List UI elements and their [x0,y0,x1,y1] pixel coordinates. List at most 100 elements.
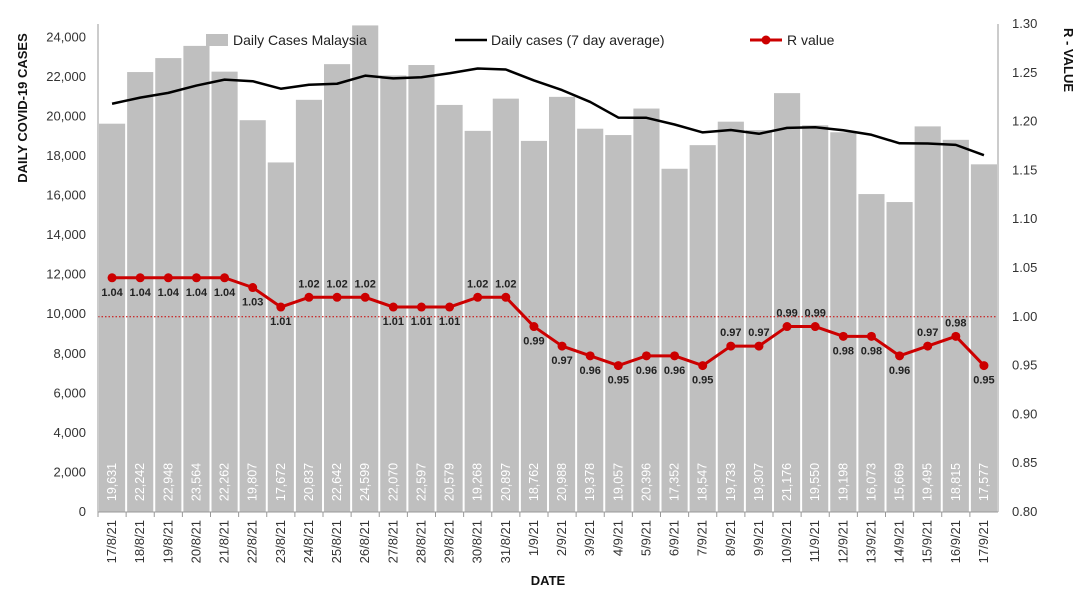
y2-axis-title: R - VALUE [1061,28,1076,92]
r-value-label: 1.02 [354,278,375,290]
r-value-label: 0.98 [833,345,854,357]
y2-tick-label: 0.80 [1012,504,1037,519]
y-tick-label: 22,000 [46,69,86,84]
x-tick-label: 4/9/21 [610,520,625,556]
bar-value-label: 19,631 [105,463,119,501]
bar [633,108,660,512]
x-tick-label: 28/8/21 [413,520,428,563]
bar-value-label: 23,564 [189,463,203,501]
bar [352,25,379,513]
bar [324,64,351,512]
x-tick-label: 17/8/21 [104,520,119,563]
x-tick-label: 19/8/21 [160,520,175,563]
average-line-series [111,67,985,157]
y2-tick-label: 0.95 [1012,358,1037,373]
r-value-point [135,273,145,283]
bar [802,125,829,513]
bar [408,65,435,512]
bar [689,145,716,512]
r-value-point [220,273,230,283]
r-value-label: 0.95 [608,375,629,387]
bar-value-label: 22,070 [386,463,400,501]
r-value-point [416,302,426,312]
bar-value-label: 22,642 [330,463,344,501]
bar [155,58,182,512]
x-tick-label: 14/9/21 [892,520,907,563]
bar-value-label: 15,669 [893,463,907,501]
bar-value-label: 20,837 [302,463,316,501]
r-value-point [838,331,848,341]
r-value-point [501,292,511,302]
r-value-label: 0.98 [861,345,882,357]
x-tick-label: 12/9/21 [835,520,850,563]
y2-tick-label: 1.10 [1012,211,1037,226]
r-value-label: 1.04 [158,287,180,299]
bar-value-label: 19,733 [724,463,738,501]
r-value-label: 0.99 [523,336,544,348]
bar [661,168,688,512]
bar [605,135,632,513]
average-line [111,67,985,157]
bar-value-label: 19,057 [611,463,625,501]
r-value-point [979,361,989,371]
legend-label-bars: Daily Cases Malaysia [233,32,367,48]
r-value-point [923,341,933,351]
r-value-point [360,292,370,302]
r-value-point [866,331,876,341]
y2-tick-label: 0.90 [1012,406,1037,421]
r-value-point [388,302,398,312]
r-value-point [276,302,286,312]
bar [914,126,941,512]
r-value-label: 0.96 [636,365,657,377]
y-tick-label: 6,000 [53,385,86,400]
y-tick-label: 10,000 [46,306,86,321]
r-value-point [782,322,792,332]
r-value-label: 1.04 [214,287,236,299]
bar [295,99,323,512]
y-tick-label: 4,000 [53,425,86,440]
bar-value-label: 21,176 [780,463,794,501]
x-tick-label: 10/9/21 [779,520,794,563]
legend-label-average: Daily cases (7 day average) [491,32,665,48]
x-tick-label: 7/9/21 [695,520,710,556]
left-axis-ticks: 0 2,000 4,000 6,000 8,000 10,000 12,000 14,000 1… [46,29,86,519]
r-value-point [810,322,820,332]
r-value-label: 1.02 [326,278,347,290]
bar [464,130,491,512]
x-tick-label: 2/9/21 [554,520,569,556]
r-value-label: 0.96 [579,365,600,377]
y-tick-label: 8,000 [53,346,86,361]
r-value-label: 0.95 [692,375,713,387]
bar-value-label: 22,242 [133,463,147,501]
bar-value-label: 22,262 [218,463,232,501]
x-tick-label: 3/9/21 [582,520,597,556]
bar-value-label: 19,307 [752,463,766,501]
r-value-point [670,351,680,361]
r-value-label: 1.01 [383,316,404,328]
r-value-point [951,331,961,341]
r-value-label: 0.97 [917,327,938,339]
y-tick-label: 18,000 [46,148,86,163]
r-value-series [107,273,989,371]
bar-value-label: 19,495 [921,463,935,501]
r-value-label: 0.96 [889,365,910,377]
bar [577,128,604,512]
r-value-point [473,292,483,302]
x-tick-label: 6/9/21 [667,520,682,556]
y2-tick-label: 0.85 [1012,455,1037,470]
y2-tick-label: 1.15 [1012,162,1037,177]
bar-value-label: 19,807 [246,463,260,501]
y-tick-label: 16,000 [46,188,86,203]
y2-tick-label: 1.00 [1012,309,1037,324]
y-tick-label: 0 [79,504,86,519]
bar-value-label: 22,597 [414,463,428,501]
r-value-labels: 1.04 1.04 1.04 1.04 1.04 1.03 1.01 1.02 1.02 1.02… [101,278,994,386]
y-tick-label: 20,000 [46,108,86,123]
bar-value-label: 16,073 [864,463,878,501]
bar [774,93,801,512]
r-value-label: 1.03 [242,297,263,309]
x-axis-title: DATE [531,573,566,588]
r-value-point [191,273,201,283]
x-tick-label: 16/9/21 [948,520,963,563]
r-value-point [557,341,567,351]
